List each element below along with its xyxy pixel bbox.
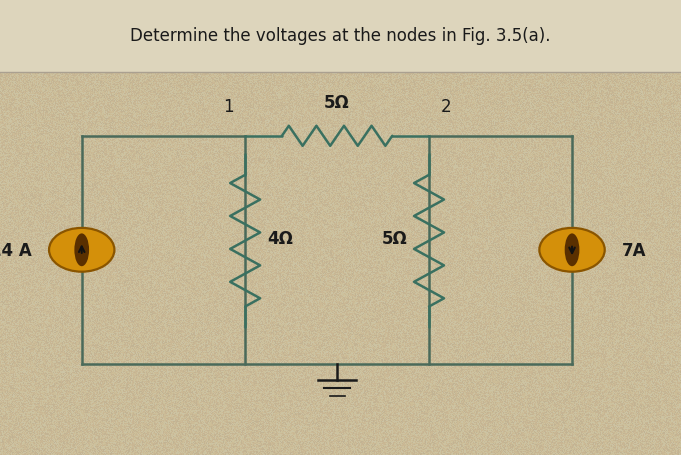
Circle shape <box>539 228 605 272</box>
Circle shape <box>49 228 114 272</box>
Text: 7A: 7A <box>622 241 646 259</box>
Text: Determine the voltages at the nodes in Fig. 3.5(a).: Determine the voltages at the nodes in F… <box>130 27 551 46</box>
Text: 14 A: 14 A <box>0 241 32 259</box>
Text: 5Ω: 5Ω <box>324 94 350 111</box>
Text: 5Ω: 5Ω <box>381 230 407 248</box>
Text: 1: 1 <box>223 98 234 116</box>
FancyBboxPatch shape <box>0 0 681 73</box>
Text: 2: 2 <box>441 98 452 116</box>
Text: 4Ω: 4Ω <box>267 230 293 248</box>
Ellipse shape <box>565 234 580 267</box>
Ellipse shape <box>74 234 89 267</box>
